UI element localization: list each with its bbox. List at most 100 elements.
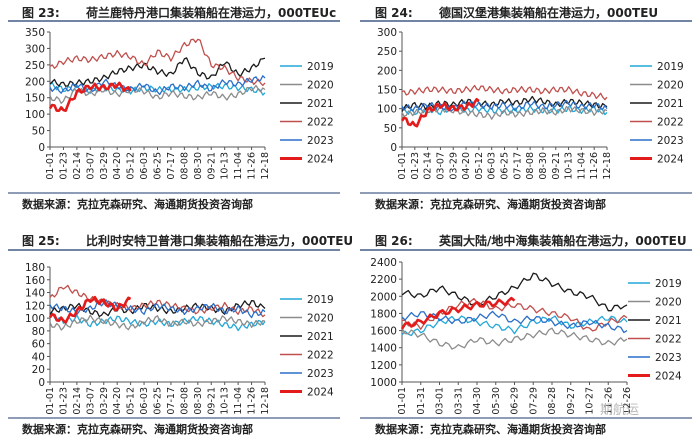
x-tick-label: 07-17: [166, 152, 177, 180]
x-tick-label: 09-21: [206, 387, 217, 415]
y-tick-label: 0: [38, 377, 45, 389]
x-tick-label: 01-23: [410, 152, 421, 180]
legend-label-2020: 2020: [657, 80, 684, 92]
series-line-2019: [401, 315, 628, 337]
x-tick-label: 06-03: [487, 152, 498, 180]
y-tick-label: 2400: [370, 257, 397, 269]
figure-label: 图 25:: [22, 234, 60, 248]
x-tick-label: 09-27: [566, 387, 577, 415]
x-tick-label: 01-23: [58, 387, 69, 415]
y-tick-label: 250: [25, 60, 45, 72]
legend-label-2019: 2019: [655, 278, 682, 290]
legend-label-2024: 2024: [307, 154, 334, 166]
legend-label-2020: 2020: [655, 297, 682, 309]
series-line-2020: [401, 327, 628, 350]
x-tick-label: 11-26: [247, 387, 258, 415]
legend: 2019 2020 2021 2022 2023 2024: [628, 278, 682, 383]
y-tick-label: 100: [377, 104, 397, 116]
x-tick-label: 03-31: [453, 387, 464, 415]
chart-panel-rotterdam: 图 23: 荷兰鹿特丹港口集装箱船在港运力，000TEUc 0 50 100 150 2…: [8, 5, 340, 211]
x-tick-label: 11-04: [233, 152, 244, 180]
y-tick-label: 1800: [370, 308, 397, 320]
x-tick-label: 10-13: [220, 152, 231, 180]
x-tick-label: 02-14: [72, 152, 83, 180]
legend-label-2023: 2023: [655, 352, 682, 364]
y-tick-label: 50: [384, 123, 397, 135]
x-tick-label: 06-25: [153, 387, 164, 415]
y-tick-label: 0: [38, 142, 45, 154]
x-tick-label: 10-27: [585, 387, 596, 415]
legend-label-2021: 2021: [655, 315, 682, 327]
x-tick-label: 08-30: [193, 152, 204, 180]
x-tick-label: 03-01: [435, 387, 446, 415]
plot-area: 1000 1200 1400 1600 1800 2000 2200 2400 01-01 01-…: [370, 257, 633, 415]
y-tick-label: 150: [25, 93, 45, 105]
x-tick-label: 03-29: [99, 387, 110, 415]
source-note: 数据来源：克拉克森研究、海通期货投资咨询部: [22, 422, 253, 436]
source-note: 数据来源：克拉克森研究、海通期货投资咨询部: [375, 422, 606, 436]
x-tick-label: 05-30: [491, 387, 502, 415]
legend-label-2023: 2023: [307, 135, 334, 147]
y-tick-label: 50: [32, 126, 45, 138]
series-line-2020: [49, 84, 266, 104]
x-tick-label: 09-21: [551, 152, 562, 180]
x-tick-label: 08-30: [193, 387, 204, 415]
y-tick-label: 1600: [370, 326, 397, 338]
y-tick-label: 200: [25, 76, 45, 88]
legend-label-2023: 2023: [307, 368, 334, 380]
y-tick-label: 120: [25, 300, 45, 312]
y-tick-label: 300: [377, 27, 397, 39]
series-line-2022: [401, 84, 608, 101]
legend-label-2024: 2024: [307, 387, 334, 399]
y-tick-label: 0: [390, 142, 397, 154]
x-tick-label: 05-12: [126, 152, 137, 180]
x-tick-label: 11-26: [603, 387, 614, 415]
y-tick-label: 40: [32, 351, 45, 363]
x-tick-label: 03-07: [435, 152, 446, 180]
legend: 2019 2020 2021 2022 2023 2024: [280, 61, 334, 166]
series-line-2024: [400, 97, 480, 128]
y-tick-label: 60: [32, 339, 45, 351]
series-line-2021: [49, 57, 266, 87]
legend-label-2019: 2019: [307, 294, 334, 306]
legend-label-2020: 2020: [307, 313, 334, 325]
x-tick-label: 03-29: [99, 152, 110, 180]
x-tick-label: 11-04: [576, 152, 587, 180]
y-tick-label: 350: [25, 27, 45, 39]
y-tick-label: 1000: [370, 377, 397, 389]
x-tick-label: 07-17: [512, 152, 523, 180]
chart-panel-uk-continent-med: 图 26: 英国大陆/地中海集装箱船在港运力，000TEU 1000 1200 14…: [360, 233, 692, 436]
legend: 2019 2020 2021 2022 2023 2024: [630, 61, 684, 166]
source-note: 数据来源：克拉克森研究、海通期货投资咨询部: [22, 197, 253, 211]
y-tick-label: 100: [25, 313, 45, 325]
series-line-2024: [48, 295, 132, 324]
x-tick-label: 01-01: [397, 387, 408, 415]
legend-label-2021: 2021: [307, 331, 334, 343]
x-tick-label: 08-08: [179, 387, 190, 415]
x-tick-label: 10-13: [220, 387, 231, 415]
x-tick-label: 08-28: [547, 387, 558, 415]
chart-panel-antwerp: 图 25: 比利时安特卫普港口集装箱船在港运力，000TEU 020406080…: [8, 233, 353, 436]
x-tick-label: 06-25: [153, 152, 164, 180]
legend-label-2020: 2020: [307, 80, 334, 92]
series-line-2021: [49, 300, 266, 318]
watermark: 期航运: [600, 402, 639, 418]
x-tick-label: 06-03: [139, 152, 150, 180]
series-line-2020: [401, 105, 608, 120]
x-tick-label: 01-31: [416, 387, 427, 415]
series-line-2021: [401, 272, 628, 312]
x-tick-label: 12-26: [622, 387, 633, 415]
x-tick-label: 12-18: [260, 152, 271, 180]
x-tick-label: 01-01: [45, 387, 56, 415]
legend-label-2023: 2023: [657, 135, 684, 147]
x-tick-label: 06-25: [500, 152, 511, 180]
x-tick-label: 08-08: [525, 152, 536, 180]
legend-label-2019: 2019: [657, 61, 684, 73]
y-tick-label: 2200: [370, 274, 397, 286]
y-tick-label: 300: [25, 43, 45, 55]
series-line-2024: [400, 296, 516, 330]
x-tick-label: 03-29: [448, 152, 459, 180]
series-line-2024: [48, 81, 132, 112]
x-tick-label: 05-12: [126, 387, 137, 415]
x-tick-label: 02-14: [423, 152, 434, 180]
